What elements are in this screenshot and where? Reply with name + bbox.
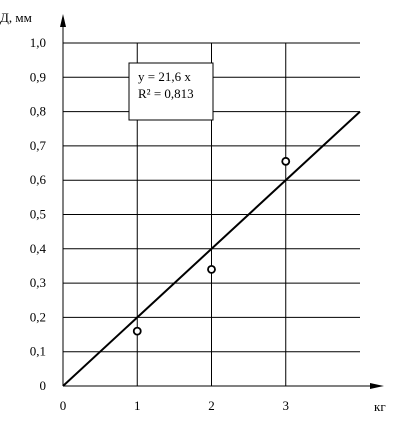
data-point <box>207 264 216 274</box>
x-tick-labels: 0 1 2 3 <box>60 398 289 413</box>
y-tick-label: 0,1 <box>30 344 46 359</box>
data-point <box>132 326 142 336</box>
x-tick-label: 1 <box>134 398 141 413</box>
y-tick-label: 0,6 <box>30 172 47 187</box>
y-tick-label: 1,0 <box>30 35 46 50</box>
y-tick-label: 0 <box>40 378 47 393</box>
equation-box: y = 21,6 x R² = 0,813 <box>128 62 214 121</box>
equation-text: y = 21,6 x <box>138 69 191 84</box>
y-axis-arrow <box>60 14 66 27</box>
y-tick-label: 0,4 <box>30 241 47 256</box>
y-tick-label: 0,9 <box>30 69 46 84</box>
x-tick-label: 0 <box>60 398 67 413</box>
y-tick-labels: 0 0,1 0,2 0,3 0,4 0,5 0,6 0,7 0,8 0,9 1,0 <box>30 35 47 393</box>
data-point <box>281 156 291 166</box>
y-tick-label: 0,8 <box>30 104 46 119</box>
data-points <box>132 156 291 336</box>
axes <box>60 14 384 389</box>
r-squared-text: R² = 0,813 <box>138 86 194 101</box>
y-tick-label: 0,2 <box>30 309 46 324</box>
trendline-group <box>62 110 361 387</box>
x-tick-label: 2 <box>208 398 215 413</box>
y-tick-label: 0,5 <box>30 207 46 222</box>
y-tick-label: 0,7 <box>30 138 47 153</box>
y-axis-label: Д, мм <box>0 10 32 25</box>
x-tick-label: 3 <box>283 398 290 413</box>
trendline <box>62 110 361 387</box>
x-axis-label: кг <box>374 399 386 414</box>
x-axis-arrow <box>370 383 384 389</box>
y-tick-label: 0,3 <box>30 275 46 290</box>
